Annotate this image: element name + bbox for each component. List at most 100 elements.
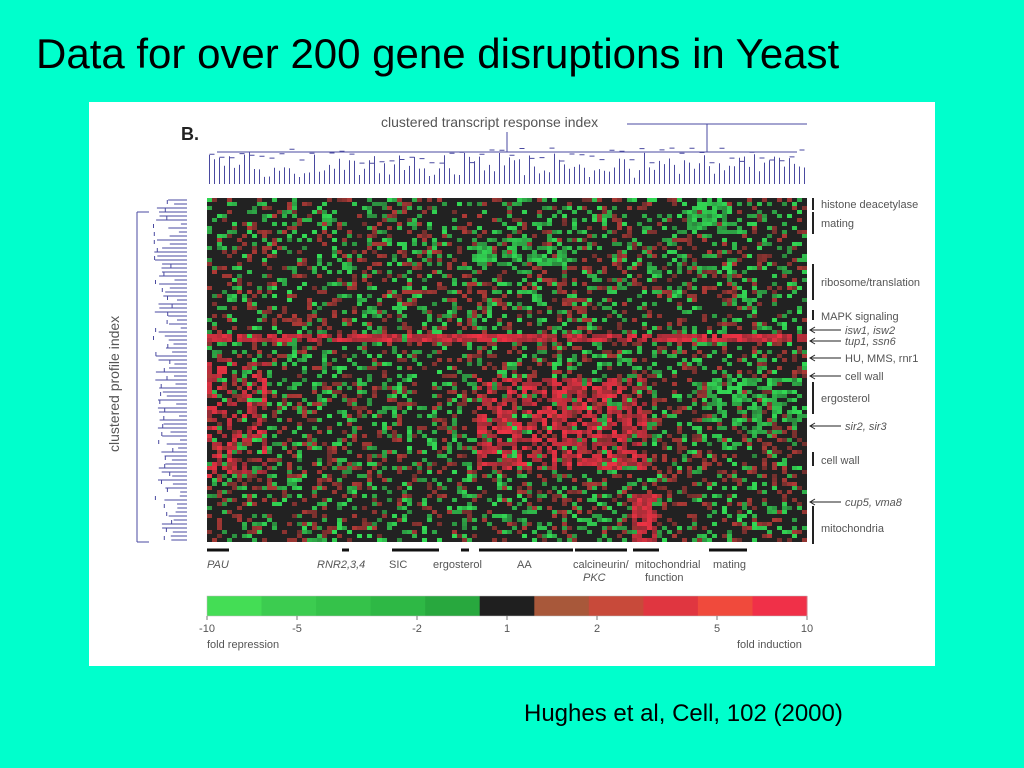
heatmap-cell [492, 434, 497, 438]
heatmap-cell [632, 434, 637, 438]
heatmap-cell [512, 438, 517, 442]
heatmap-cell [392, 278, 397, 282]
heatmap-cell [397, 438, 402, 442]
heatmap-cell [422, 310, 427, 314]
row-annotation-arrow [809, 354, 841, 362]
heatmap-cell [687, 494, 692, 498]
heatmap-cell [357, 454, 362, 458]
heatmap-cell [262, 470, 267, 474]
heatmap-cell [697, 426, 702, 430]
heatmap-cell [747, 502, 752, 506]
heatmap-cell [467, 470, 472, 474]
heatmap-cell [252, 410, 257, 414]
heatmap-cell [262, 206, 267, 210]
colorbar-segment [752, 596, 808, 616]
heatmap-cell [797, 350, 802, 354]
heatmap-cell [347, 282, 352, 286]
heatmap-cell [522, 234, 527, 238]
heatmap-cell [752, 374, 757, 378]
heatmap-cell [567, 378, 572, 382]
heatmap-cell [437, 394, 442, 398]
heatmap-cell [547, 258, 552, 262]
heatmap-cell [302, 398, 307, 402]
column-dendrogram [209, 123, 807, 184]
heatmap-cell [212, 442, 217, 446]
heatmap-cell [282, 490, 287, 494]
heatmap-cell [242, 486, 247, 490]
heatmap-cell [617, 338, 622, 342]
heatmap-cell [592, 378, 597, 382]
heatmap-cell [632, 366, 637, 370]
heatmap-cell [587, 458, 592, 462]
heatmap-cell [697, 454, 702, 458]
heatmap-cell [452, 314, 457, 318]
heatmap-cell [532, 282, 537, 286]
heatmap-cell [767, 254, 772, 258]
heatmap-cell [562, 390, 567, 394]
heatmap-cell [337, 334, 342, 338]
heatmap-cell [297, 338, 302, 342]
heatmap-cell [682, 458, 687, 462]
heatmap-cell [422, 238, 427, 242]
heatmap-cell [702, 526, 707, 530]
heatmap-cell [432, 270, 437, 274]
heatmap-cell [287, 234, 292, 238]
heatmap-cell [767, 262, 772, 266]
heatmap-cell [457, 290, 462, 294]
heatmap-cell [612, 458, 617, 462]
heatmap-cell [207, 262, 212, 266]
heatmap-cell [502, 514, 507, 518]
colorbar-segment [643, 596, 699, 616]
heatmap-cell [762, 290, 767, 294]
heatmap-cell [367, 334, 372, 338]
heatmap-cell [647, 198, 652, 202]
heatmap-cell [422, 278, 427, 282]
heatmap-cell [557, 510, 562, 514]
heatmap-cell [272, 318, 277, 322]
heatmap-cell [617, 258, 622, 262]
heatmap-cell [337, 478, 342, 482]
heatmap-cell [217, 358, 222, 362]
heatmap-cell [507, 250, 512, 254]
heatmap-cell [577, 446, 582, 450]
heatmap-cell [592, 438, 597, 442]
heatmap-cell [757, 394, 762, 398]
heatmap-cell [377, 462, 382, 466]
heatmap-cell [277, 354, 282, 358]
heatmap-cell [492, 298, 497, 302]
heatmap-cell [777, 354, 782, 358]
heatmap-cell [782, 338, 787, 342]
heatmap-cell [572, 366, 577, 370]
heatmap-cell [467, 514, 472, 518]
heatmap-cell [702, 502, 707, 506]
heatmap-cell [537, 346, 542, 350]
heatmap-cell [477, 326, 482, 330]
heatmap-cell [307, 302, 312, 306]
heatmap-cell [362, 506, 367, 510]
heatmap-cell [257, 354, 262, 358]
heatmap-cell [687, 470, 692, 474]
heatmap-cell [712, 482, 717, 486]
heatmap-cell [437, 486, 442, 490]
heatmap-cell [232, 446, 237, 450]
heatmap-cell [702, 210, 707, 214]
heatmap-cell [772, 382, 777, 386]
heatmap-cell [627, 422, 632, 426]
heatmap-cell [662, 218, 667, 222]
heatmap-cell [572, 282, 577, 286]
heatmap-cell [447, 442, 452, 446]
heatmap-cell [697, 482, 702, 486]
heatmap-cell [232, 306, 237, 310]
heatmap-cell [427, 338, 432, 342]
heatmap-cell [237, 486, 242, 490]
heatmap-cell [737, 230, 742, 234]
heatmap-cell [717, 386, 722, 390]
heatmap-cell [502, 486, 507, 490]
heatmap-cell [642, 482, 647, 486]
heatmap-cell [552, 342, 557, 346]
heatmap-cell [312, 314, 317, 318]
heatmap-cell [287, 338, 292, 342]
heatmap-cell [772, 430, 777, 434]
heatmap-cell [627, 358, 632, 362]
row-annotation-label: tup1, ssn6 [845, 336, 897, 348]
